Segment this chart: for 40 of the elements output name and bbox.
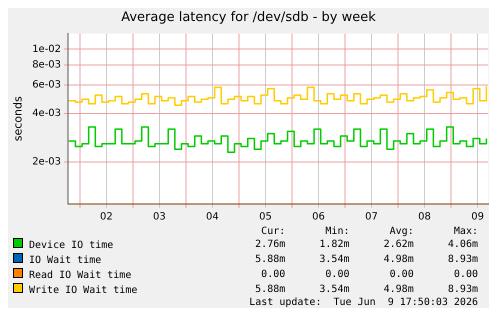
legend-label: Read IO Wait time: [28, 269, 132, 282]
text: Max:: [452, 226, 479, 237]
y-tick-label: 8e-03: [32, 59, 62, 70]
y-tick-label: 1e-02: [32, 44, 62, 55]
x-tick-label: 07: [365, 212, 378, 223]
text: 2.76m: [254, 238, 286, 252]
x-tick-label: 05: [259, 212, 272, 223]
text: 0.00: [324, 268, 350, 282]
text: 4.98m: [382, 283, 415, 297]
chart-title: Average latency for /dev/sdb - by week: [121, 10, 376, 26]
text: 4.98m: [382, 253, 415, 267]
y-tick-label: 2e-03: [32, 156, 62, 168]
text: Min:: [324, 226, 350, 237]
text: 5.88m: [254, 253, 286, 267]
text: 5.88m: [254, 283, 286, 297]
text: 3.54m: [318, 283, 350, 297]
text: 1.82m: [318, 238, 350, 252]
text: 2.62m: [382, 238, 415, 252]
text: 0.00: [260, 268, 286, 282]
text: Avg:: [388, 226, 415, 237]
text: 3.54m: [318, 253, 350, 267]
text: 4.06m: [446, 238, 479, 252]
x-tick-label: 09: [471, 212, 484, 223]
legend-label: IO Wait time: [28, 254, 102, 267]
y-tick-label: 6e-03: [32, 80, 62, 91]
text: 0.00: [452, 268, 479, 282]
text: 0.00: [388, 268, 415, 282]
y-tick-label: 4e-03: [32, 108, 62, 120]
x-tick-label: 03: [153, 212, 166, 223]
text: Last update: Tue Jun 9 17:50:03 2026: [248, 297, 479, 308]
text: 8.93m: [446, 283, 479, 297]
x-tick-label: 06: [312, 212, 325, 223]
text: Cur:: [260, 226, 286, 237]
y-axis-title: seconds: [11, 96, 24, 142]
text: 8.93m: [446, 253, 479, 267]
legend-label: Write IO Wait time: [28, 284, 138, 297]
legend-label: Device IO time: [28, 239, 114, 252]
x-tick-label: 02: [100, 212, 113, 223]
x-tick-label: 04: [206, 212, 219, 223]
x-tick-label: 08: [418, 212, 431, 223]
